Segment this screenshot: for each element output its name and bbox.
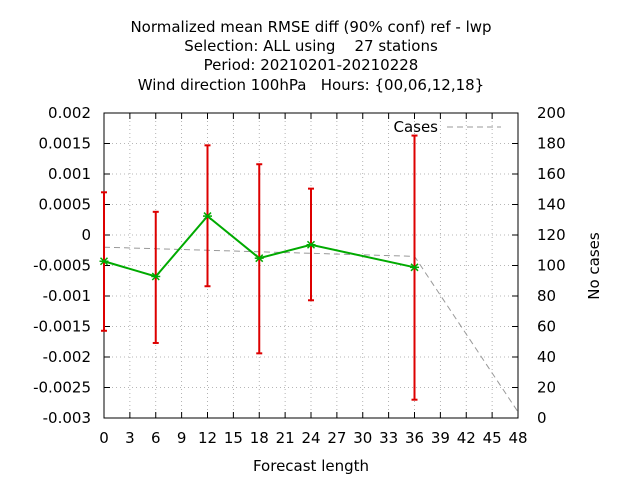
x-tick-label: 15 — [224, 429, 243, 447]
x-tick-label: 42 — [457, 429, 476, 447]
x-tick-label: 9 — [177, 429, 187, 447]
x-tick-label: 18 — [250, 429, 269, 447]
y-tick-label: 0.001 — [48, 165, 91, 183]
data-point — [99, 257, 109, 266]
y2-tick-label: 60 — [537, 318, 556, 336]
x-tick-label: 12 — [198, 429, 217, 447]
y2-tick-label: 100 — [537, 257, 566, 275]
x-tick-label: 27 — [327, 429, 346, 447]
y2-axis-label: No cases — [585, 232, 603, 300]
y-tick-label: -0.001 — [43, 287, 91, 305]
y2-tick-label: 120 — [537, 226, 566, 244]
y-tick-labels: 0.002 0.0015 0.001 0.0005 0 -0.0005 -0.001 -0.0… — [33, 104, 91, 427]
y2-tick-label: 140 — [537, 196, 566, 214]
x-tick-label: 6 — [151, 429, 161, 447]
x-tick-label: 45 — [483, 429, 502, 447]
y2-tick-label: 200 — [537, 104, 566, 122]
y-tick-label: -0.0025 — [33, 379, 91, 397]
data-point — [254, 254, 264, 263]
legend-label-cases: Cases — [393, 118, 438, 136]
x-tick-label: 0 — [99, 429, 109, 447]
x-tick-label: 39 — [431, 429, 450, 447]
chart-title: Normalized mean RMSE diff (90% conf) ref… — [130, 18, 491, 94]
x-tick-labels: 0 3 6 9 12 15 18 21 24 27 30 33 36 39 42 45 48 — [99, 429, 527, 447]
rmse-diff-line — [103, 214, 415, 278]
y-tick-label: 0.0015 — [39, 135, 92, 153]
y2-tick-label: 20 — [537, 379, 556, 397]
x-tick-label: 24 — [301, 429, 320, 447]
y-tick-label: 0.002 — [48, 104, 91, 122]
x-axis-label: Forecast length — [253, 457, 369, 475]
y-tick-label: 0 — [81, 226, 91, 244]
title-line-2: Selection: ALL using 27 stations — [184, 37, 438, 55]
y2-tick-label: 0 — [537, 409, 547, 427]
x-tick-label: 3 — [125, 429, 135, 447]
series-layer — [99, 134, 519, 413]
x-tick-label: 21 — [276, 429, 295, 447]
data-point — [203, 212, 212, 221]
y-tick-label: -0.002 — [43, 348, 91, 366]
data-point — [151, 272, 161, 281]
y-tick-label: -0.003 — [43, 409, 91, 427]
y2-tick-label: 80 — [537, 287, 556, 305]
data-point — [306, 240, 316, 249]
y-tick-label: -0.0015 — [33, 318, 91, 336]
title-line-4: Wind direction 100hPa Hours: {00,06,12,1… — [138, 76, 484, 94]
y2-tick-label: 40 — [537, 348, 556, 366]
y-tick-label: -0.0005 — [33, 257, 91, 275]
x-tick-label: 36 — [405, 429, 424, 447]
legend: Cases — [393, 118, 501, 136]
title-line-1: Normalized mean RMSE diff (90% conf) ref… — [130, 18, 491, 36]
x-tick-label: 48 — [508, 429, 527, 447]
y2-tick-label: 180 — [537, 135, 566, 153]
y2-tick-label: 160 — [537, 165, 566, 183]
y-tick-label: 0.0005 — [39, 196, 92, 214]
title-line-3: Period: 20210201-20210228 — [204, 56, 419, 74]
x-tick-label: 30 — [353, 429, 372, 447]
x-tick-label: 33 — [379, 429, 398, 447]
data-point — [410, 263, 419, 272]
